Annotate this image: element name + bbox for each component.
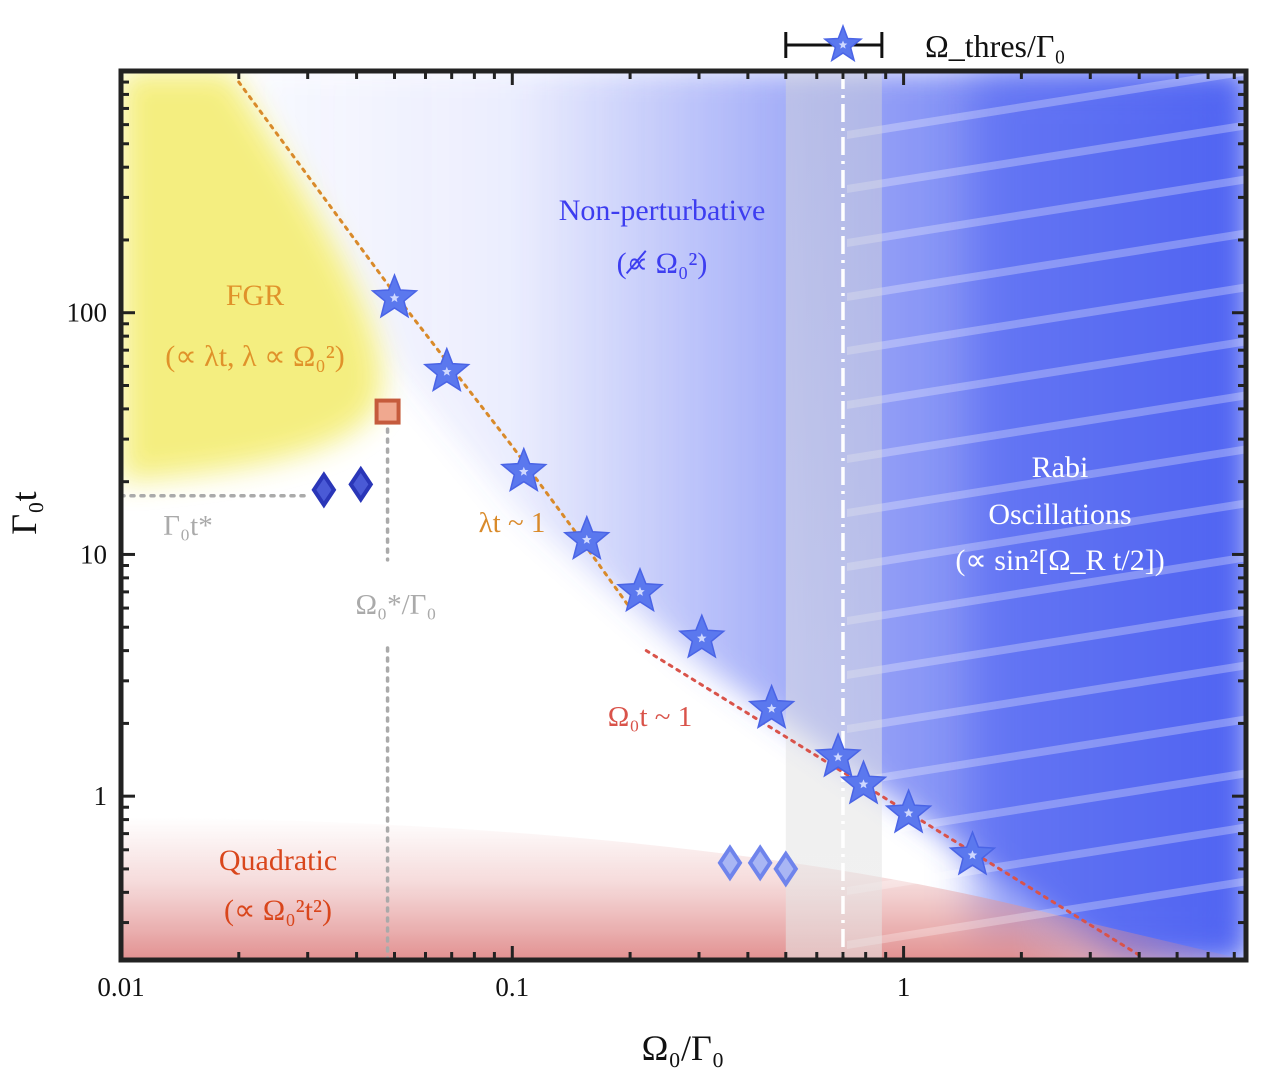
- fgr-label: FGR: [226, 279, 284, 312]
- x-tick-label: 1: [897, 972, 911, 1002]
- rabi-stripe: [846, 877, 1246, 949]
- omega-star-label: Ω₀*/Γ₀: [355, 589, 436, 621]
- y-tick-label: 1: [94, 781, 108, 811]
- rabi-stripe: [846, 337, 1246, 409]
- rabi-stripe: [846, 607, 1246, 679]
- plot-area: [121, 71, 1246, 960]
- quadratic-label: Quadratic: [219, 844, 337, 877]
- yellow-fill: [121, 71, 382, 482]
- x-tick-label: 0.01: [97, 972, 144, 1002]
- omega-line-label: Ω₀t ~ 1: [608, 701, 692, 733]
- rabi-stripe: [846, 499, 1246, 571]
- star-marker-center: [635, 586, 645, 596]
- rabi-stripe: [846, 553, 1246, 625]
- gamma-t-star-label: Γ₀t*: [163, 510, 212, 542]
- rabi-stripe: [846, 715, 1246, 787]
- x-axis-title: Ω₀/Γ₀: [642, 1028, 725, 1068]
- rabi-stripe: [846, 229, 1246, 301]
- lambda-line-label: λt ~ 1: [479, 507, 546, 539]
- diamond-marker: [348, 465, 374, 503]
- tick-labels: 0.01 0.1 1 1 10 100: [67, 298, 911, 1002]
- plot-frame: [118, 68, 1249, 963]
- y-axis-title: Γ₀t: [4, 491, 44, 534]
- threshold-label: Ω_thres/Γ₀: [925, 28, 1066, 64]
- non-perturbative-sublabel: (∝̸ Ω₀²): [617, 247, 708, 280]
- threshold-indicator: [784, 23, 884, 63]
- fgr-region: [121, 71, 382, 482]
- square-marker: [374, 398, 401, 425]
- rabi-sublabel: Oscillations: [988, 498, 1131, 531]
- diamond-marker: [747, 844, 773, 882]
- lambda-t-line: [237, 80, 632, 610]
- rabi-oscillation-stripes: [846, 71, 1246, 949]
- rabi-stripe: [846, 71, 1246, 139]
- star-marker-center: [389, 293, 400, 303]
- red-gradient-fill: [121, 816, 1246, 960]
- threshold-shade: [785, 71, 882, 960]
- region-labels: FGR (∝ λt, λ ∝ Ω₀²) Non-perturbative (∝̸…: [163, 194, 1164, 927]
- rabi-formula: (∝ sin²[Ω_R t/2]): [955, 544, 1164, 577]
- data-markers: [311, 272, 997, 888]
- star-marker-center: [833, 752, 843, 762]
- omega-t-line: [644, 649, 1141, 957]
- scaling-lines: [237, 80, 1141, 957]
- star-marker-center: [967, 850, 978, 860]
- diamond-marker: [311, 471, 337, 509]
- x-tick-label: 0.1: [495, 972, 529, 1002]
- fgr-sublabel: (∝ λt, λ ∝ Ω₀²): [165, 340, 345, 373]
- threshold-star-center: [838, 40, 848, 49]
- star-marker-center: [903, 808, 914, 818]
- star-marker-center: [766, 703, 777, 713]
- guide-lines: [121, 427, 390, 960]
- rabi-stripe: [846, 283, 1246, 355]
- blue-dense-fill: [972, 71, 1246, 960]
- threshold-band: [785, 71, 882, 960]
- diamond-marker: [773, 850, 799, 888]
- quadratic-region: [121, 816, 1246, 960]
- axis-ticks: [119, 71, 1246, 960]
- star-marker-center: [442, 366, 452, 376]
- rabi-stripe: [846, 769, 1246, 841]
- y-tick-label: 100: [67, 298, 108, 328]
- rabi-stripe: [846, 391, 1246, 463]
- diamond-marker: [717, 844, 743, 882]
- rabi-stripe: [846, 661, 1246, 733]
- rabi-stripe: [846, 445, 1246, 517]
- rabi-stripe: [846, 121, 1246, 193]
- quadratic-sublabel: (∝ Ω₀²t²): [224, 894, 332, 927]
- non-perturbative-label: Non-perturbative: [559, 194, 766, 227]
- star-marker-center: [858, 779, 869, 789]
- star-marker-center: [697, 633, 707, 643]
- star-marker-center: [582, 534, 592, 544]
- rabi-stripe: [846, 175, 1246, 247]
- y-tick-label: 10: [80, 539, 107, 569]
- rabi-stripe: [846, 823, 1246, 895]
- rabi-label: Rabi: [1032, 451, 1089, 484]
- star-marker-center: [519, 466, 529, 476]
